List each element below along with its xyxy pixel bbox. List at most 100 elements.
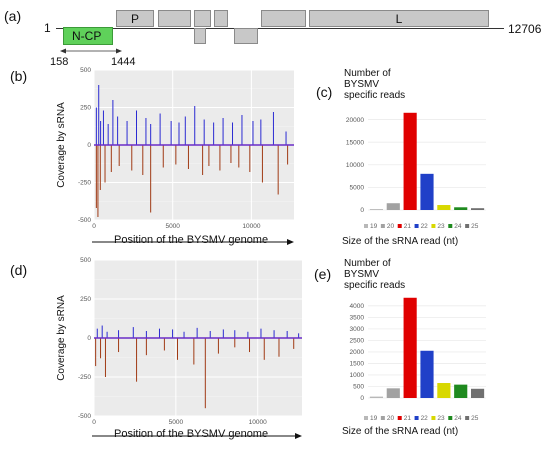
- legend-swatch: [448, 224, 453, 228]
- legend-label: 21: [404, 415, 412, 422]
- y-tick-label: -500: [78, 413, 91, 420]
- bar-y-tick-label: 1500: [350, 361, 365, 368]
- legend-swatch: [414, 416, 419, 420]
- x-tick-label: 10000: [242, 223, 260, 230]
- bar-y-tick-label: 3500: [350, 315, 365, 322]
- read-size-bar: [437, 383, 451, 398]
- legend-label: 20: [387, 223, 395, 230]
- legend-label: 23: [437, 223, 445, 230]
- bar-title-c-line-2: BYSMV: [344, 79, 380, 90]
- legend-label: 19: [370, 223, 378, 230]
- panel-label-c: (c): [316, 84, 333, 100]
- read-size-bar: [403, 297, 417, 398]
- legend-swatch: [465, 416, 470, 420]
- bar-xlabel-e: Size of the sRNA read (nt): [342, 426, 459, 437]
- legend-swatch: [380, 416, 385, 420]
- panel-label-b: (b): [10, 68, 28, 84]
- y-tick-label: 500: [80, 257, 91, 264]
- panel-label-d: (d): [10, 262, 28, 278]
- read-size-bar: [437, 205, 451, 210]
- gene-box-6: [261, 10, 306, 27]
- y-tick-label: -500: [78, 217, 91, 224]
- bar-title-e: Number of BYSMV specific reads: [344, 258, 504, 291]
- x-tick-label: 5000: [169, 419, 184, 426]
- gene-box-below-2: [234, 28, 258, 44]
- legend-swatch: [431, 224, 436, 228]
- legend-swatch: [431, 416, 436, 420]
- x-axis-arrow-head: [295, 433, 302, 439]
- bar-title-e-line-3: specific reads: [344, 280, 406, 291]
- bar-chart-c: 0 5000 10000 15000 20000 19 20 21 22 23 24 25: [346, 112, 486, 230]
- bar-y-tick-label: 500: [353, 384, 364, 391]
- bar-y-tick-label: 20000: [346, 117, 364, 124]
- coverage-xlabel-b: Position of the BYSMV genome: [114, 234, 269, 246]
- bar-y-tick-label: 3000: [350, 326, 365, 333]
- legend-label: 23: [437, 415, 445, 422]
- legend-label: 25: [471, 415, 479, 422]
- bar-y-tick-label: 2000: [350, 349, 365, 356]
- gene-box-3: [158, 10, 191, 27]
- bar-y-tick-label: 0: [360, 395, 364, 402]
- legend-swatch: [414, 224, 419, 228]
- position-1444: 1444: [111, 56, 136, 68]
- bar-y-tick-label: 4000: [350, 303, 365, 310]
- read-size-bar: [369, 396, 384, 398]
- bar-y-tick-label: 5000: [350, 185, 365, 192]
- gene-box-4: [194, 10, 211, 27]
- bar-y-tick-label: 15000: [346, 139, 364, 146]
- coverage-ylabel: Coverage by sRNA: [56, 102, 67, 188]
- legend-swatch: [364, 416, 368, 420]
- y-tick-label: 250: [80, 296, 91, 303]
- ncp-arrows: [60, 48, 122, 54]
- ncp-arrow-left: [60, 48, 66, 54]
- legend-swatch: [364, 224, 368, 228]
- gene-box-5: [214, 10, 228, 27]
- y-tick-label: 500: [80, 67, 91, 74]
- legend-label: 21: [404, 223, 412, 230]
- legend-label: 22: [421, 223, 429, 230]
- position-158: 158: [50, 56, 69, 68]
- bar-y-tick-label: 0: [360, 207, 364, 214]
- bar-title-c-line-1: Number of: [344, 68, 391, 79]
- p-gene: P: [116, 10, 154, 27]
- p-gene-label: P: [130, 11, 139, 26]
- panel-label-e: (e): [314, 266, 332, 282]
- legend-label: 22: [421, 415, 429, 422]
- x-tick-label: 5000: [165, 223, 180, 230]
- y-tick-label: 0: [87, 335, 91, 342]
- coverage-xlabel-d: Position of the BYSMV genome: [114, 428, 269, 440]
- bar-title-e-line-1: Number of: [344, 258, 391, 269]
- read-size-bar: [420, 350, 434, 398]
- ncp-gene: N-CP: [63, 27, 113, 45]
- panel-label-a: (a): [4, 8, 22, 24]
- x-axis-arrow-head: [287, 239, 294, 245]
- read-size-bar: [386, 388, 400, 398]
- legend-label: 19: [370, 415, 378, 422]
- ncp-gene-label: N-CP: [72, 29, 102, 43]
- read-size-bar: [470, 208, 485, 210]
- read-size-bar: [454, 384, 468, 398]
- legend-label: 24: [454, 415, 462, 422]
- y-tick-label: 0: [87, 142, 91, 149]
- x-tick-label: 10000: [249, 419, 267, 426]
- read-size-bar: [386, 203, 400, 210]
- legend-swatch: [380, 224, 385, 228]
- genome-line: [56, 28, 504, 29]
- x-tick-label: 0: [92, 223, 96, 230]
- legend-label: 24: [454, 223, 462, 230]
- coverage-plot-b: 500 250 0 -250 -500 0 5000 10000 Coverage by sRN…: [36, 66, 306, 248]
- ncp-arrow-right: [116, 48, 122, 54]
- genome-map: 1 12706 N-CP P L 158 1444: [0, 0, 550, 70]
- y-tick-label: -250: [78, 374, 91, 381]
- y-tick-label: -250: [78, 180, 91, 187]
- legend-swatch: [448, 416, 453, 420]
- gene-box-below-1: [194, 28, 206, 44]
- bar-y-tick-label: 10000: [346, 162, 364, 169]
- bar-title-c-line-3: specific reads: [344, 90, 406, 101]
- bar-chart-e: 0 500 1000 1500 2000 2500 3000 3500 4000 19 20 21 22…: [350, 297, 486, 422]
- l-gene-label: L: [395, 11, 403, 26]
- legend-label: 20: [387, 415, 395, 422]
- bar-title-e-line-2: BYSMV: [344, 269, 380, 280]
